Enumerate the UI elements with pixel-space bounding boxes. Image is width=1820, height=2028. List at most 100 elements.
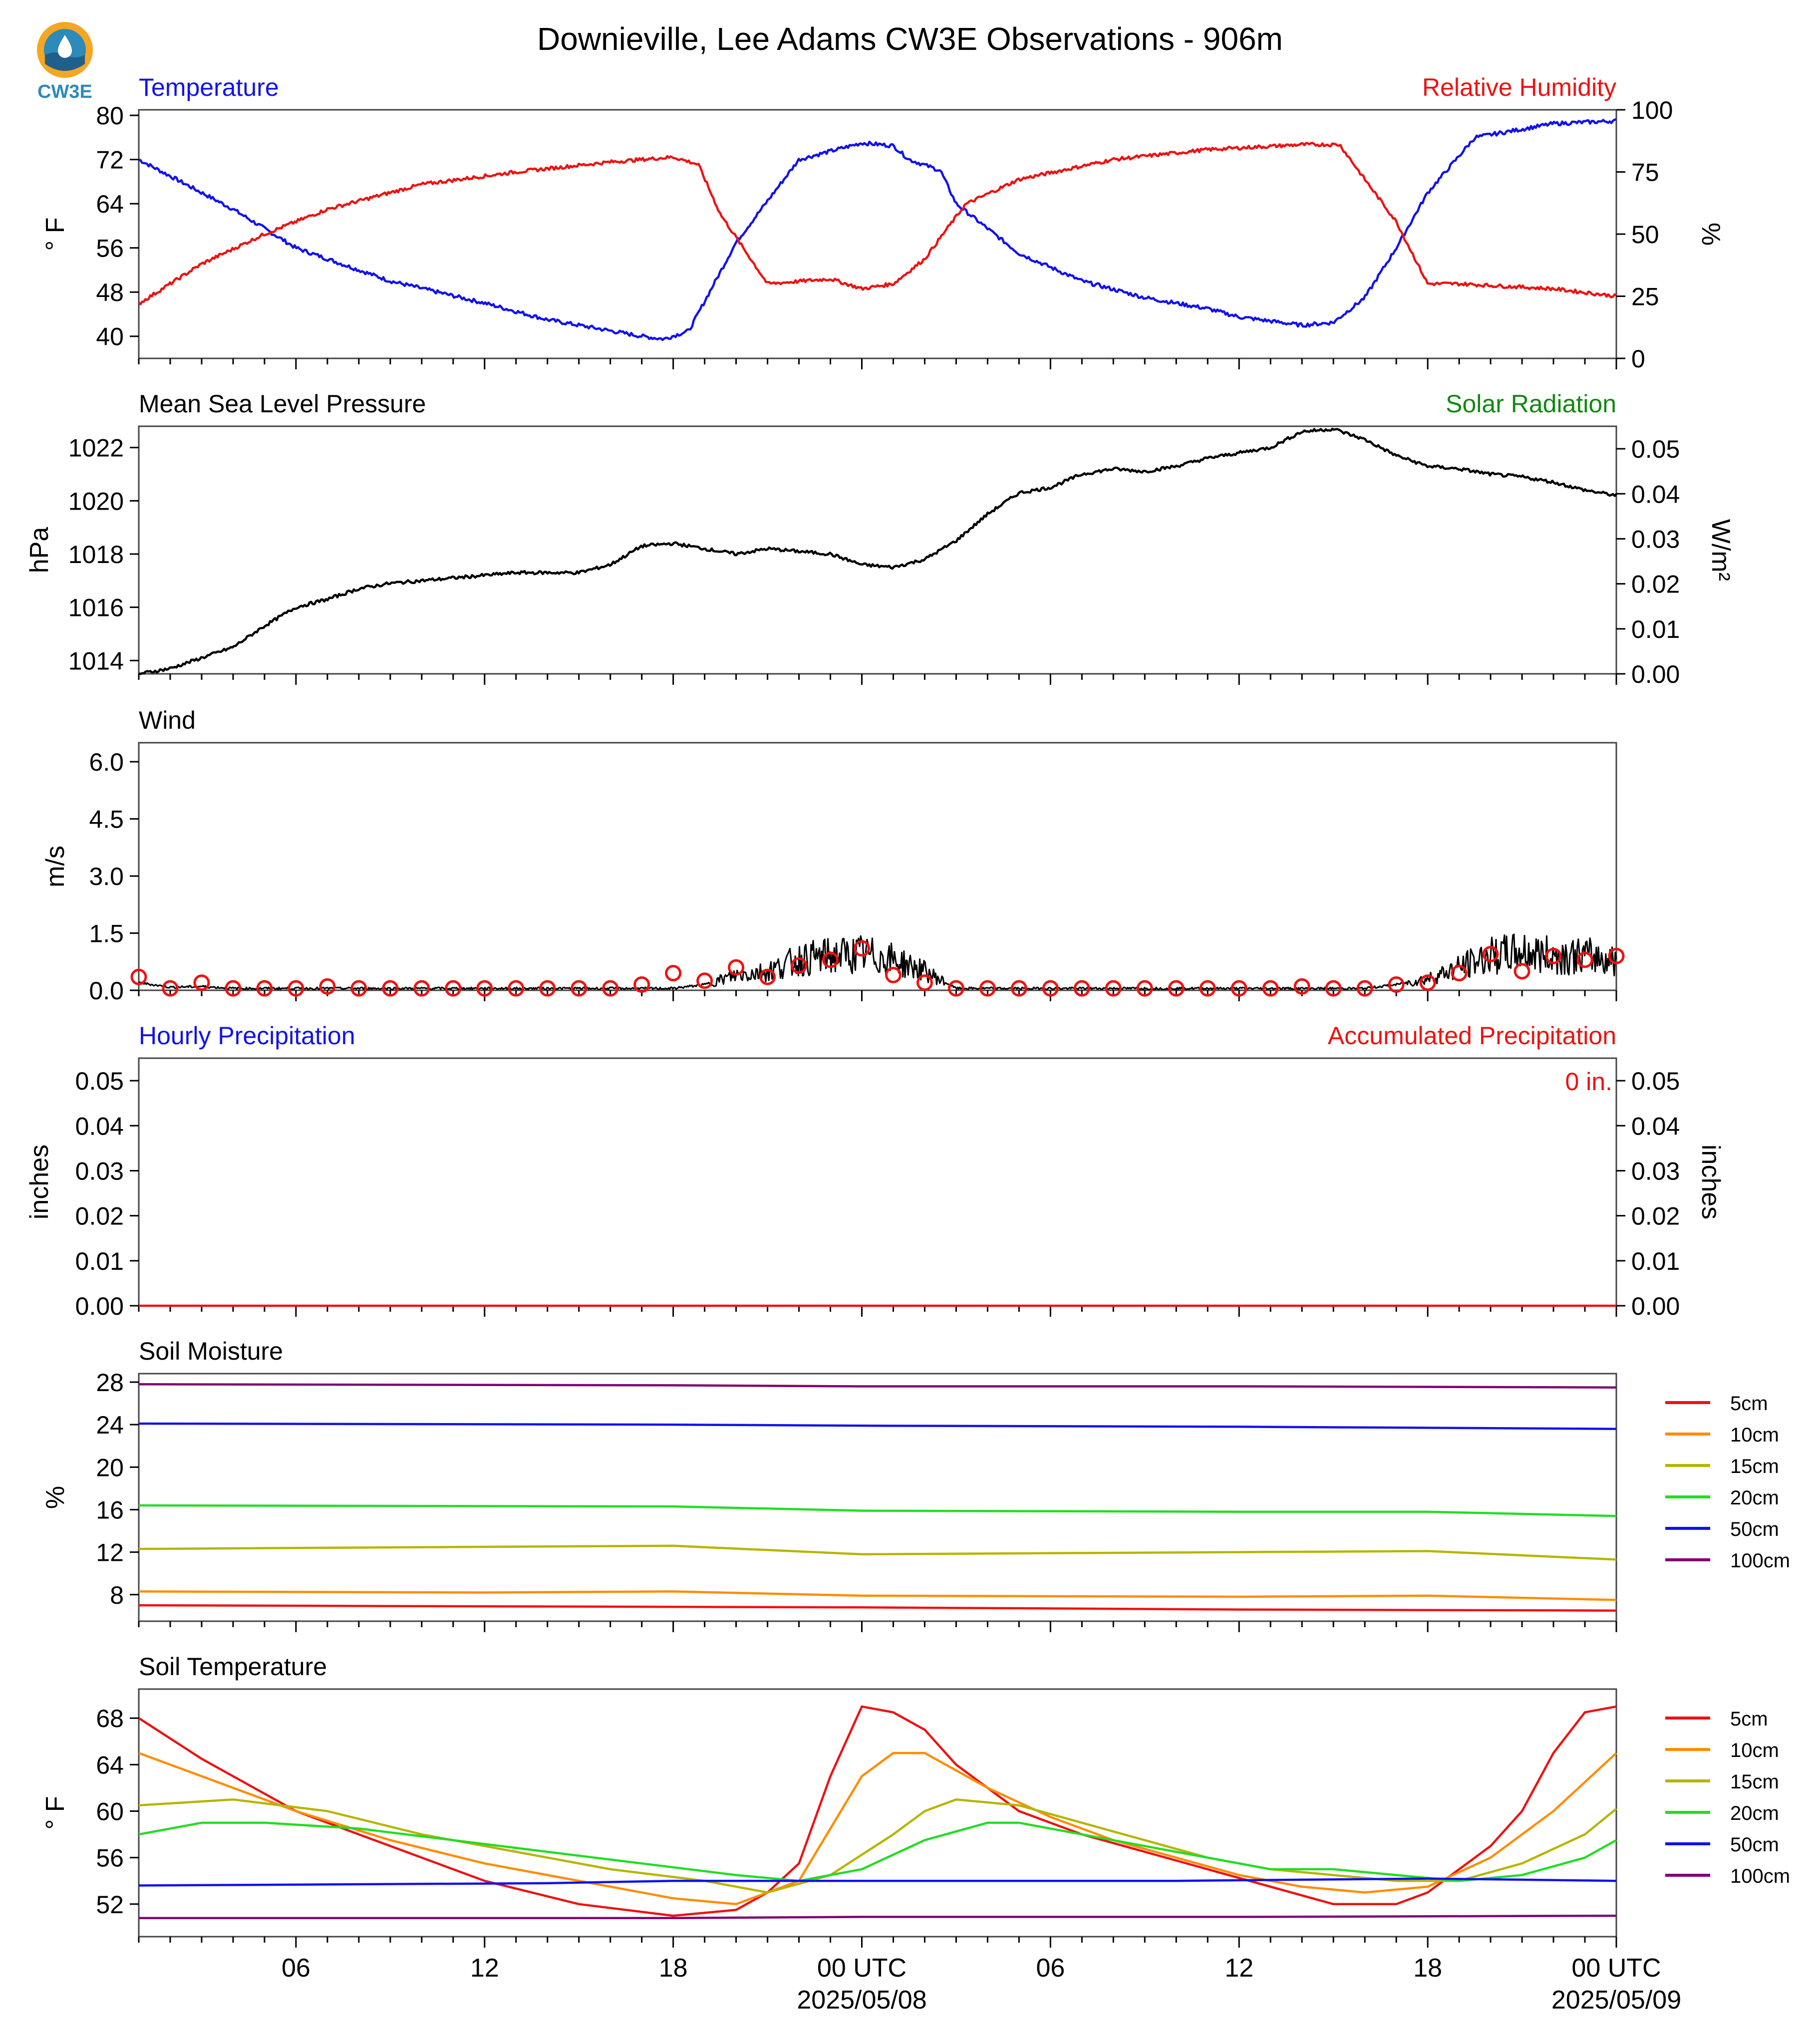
- gust-marker: [1388, 976, 1405, 993]
- y-tick-label: 56: [96, 235, 124, 263]
- y-right-axis-label: %: [1696, 223, 1725, 246]
- gust-marker: [193, 974, 210, 991]
- y-tick-label: 72: [96, 146, 124, 174]
- y-tick-label: 1018: [68, 541, 124, 569]
- gust-marker: [413, 980, 430, 997]
- panel-title-right: Solar Radiation: [1446, 390, 1616, 418]
- y-right-tick-label: 0.05: [1631, 1067, 1680, 1095]
- panel-title-left: Mean Sea Level Pressure: [139, 390, 426, 418]
- y-tick-label: 0.0: [89, 977, 124, 1005]
- gust-marker: [445, 980, 462, 997]
- gust-marker: [1010, 980, 1027, 997]
- panel-title-left: Wind: [139, 706, 196, 734]
- series-line-soil_temp-4: [138, 1877, 1617, 1887]
- legend-label: 100cm: [1730, 1865, 1790, 1887]
- series-line-soil_moisture-5: [138, 1383, 1617, 1389]
- gust-marker: [1451, 965, 1468, 982]
- y-right-axis-label: inches: [1696, 1145, 1725, 1219]
- legend-label: 15cm: [1730, 1771, 1779, 1793]
- gust-marker: [476, 980, 493, 997]
- panel-title-right: Relative Humidity: [1422, 73, 1616, 101]
- gust-marker: [1230, 980, 1247, 997]
- panels-group: 40 48 56 64 72 80 0 25 50 75 100 Temperature Relativ…: [25, 73, 1790, 1948]
- y-right-tick-label: 0.02: [1631, 571, 1680, 598]
- y-right-tick-label: 0.03: [1631, 525, 1680, 553]
- gust-marker: [728, 959, 745, 976]
- gust-marker: [791, 957, 808, 974]
- gust-marker: [1419, 974, 1436, 991]
- panel-frame: [138, 425, 1617, 675]
- y-right-tick-label: 0.03: [1631, 1157, 1680, 1185]
- y-tick-label: 6.0: [89, 748, 124, 776]
- gust-marker: [225, 980, 242, 997]
- y-tick-label: 64: [96, 1751, 124, 1779]
- y-right-tick-label: 25: [1631, 283, 1659, 311]
- gust-marker: [539, 980, 556, 997]
- series-line-soil_moisture-1: [138, 1590, 1617, 1601]
- legend-label: 5cm: [1730, 1393, 1768, 1415]
- y-right-tick-label: 0.04: [1631, 1112, 1680, 1140]
- y-right-tick-label: 0.02: [1631, 1202, 1680, 1230]
- panel-frame: [138, 1373, 1617, 1622]
- gust-marker: [130, 968, 147, 985]
- x-tick-label: 12: [470, 1954, 499, 1983]
- x-tick-label: 18: [1413, 1954, 1442, 1983]
- y-tick-label: 40: [96, 323, 124, 351]
- panel-title-right: Accumulated Precipitation: [1328, 1022, 1616, 1050]
- gust-marker: [979, 980, 996, 997]
- panel-title-left: Hourly Precipitation: [139, 1022, 355, 1050]
- gust-marker: [1042, 980, 1059, 997]
- gust-marker: [1073, 980, 1090, 997]
- x-date-label: 2025/05/09: [1551, 1986, 1681, 2015]
- gust-marker: [633, 976, 650, 993]
- y-tick-label: 0.02: [75, 1202, 124, 1230]
- panel-temp_rh: 40 48 56 64 72 80 0 25 50 75 100 Temperature Relativ…: [41, 73, 1725, 373]
- y-tick-label: 0.00: [75, 1292, 124, 1320]
- y-tick-label: 52: [96, 1891, 124, 1919]
- series-line-pressure-0: [138, 427, 1617, 675]
- y-tick-label: 4.5: [89, 806, 124, 834]
- panel-frame: [138, 1057, 1617, 1307]
- legend-label: 10cm: [1730, 1424, 1779, 1446]
- y-tick-label: 56: [96, 1844, 124, 1872]
- x-tick-label: 00 UTC: [817, 1954, 907, 1983]
- panel-title-left: Temperature: [139, 73, 279, 101]
- x-tick-label: 06: [282, 1954, 310, 1983]
- series-line-soil_moisture-2: [138, 1544, 1617, 1561]
- panel-soil_moisture: 8 12 16 20 24 28 Soil Moisture% 5cm 10cm 15cm 20cm…: [41, 1337, 1790, 1632]
- gust-marker: [1105, 980, 1122, 997]
- y-right-tick-label: 0.00: [1631, 1292, 1680, 1320]
- gust-marker: [508, 980, 525, 997]
- y-right-tick-label: 0.05: [1631, 435, 1680, 463]
- gust-marker: [854, 940, 871, 957]
- y-tick-label: 0.03: [75, 1157, 124, 1185]
- legend-label: 20cm: [1730, 1487, 1779, 1509]
- y-tick-label: 0.04: [75, 1112, 124, 1140]
- x-tick-label: 00 UTC: [1571, 1954, 1661, 1983]
- y-tick-label: 1022: [68, 434, 124, 462]
- cw3e-logo: CW3E: [37, 22, 93, 102]
- gust-marker: [1514, 963, 1530, 980]
- y-tick-label: 0.05: [75, 1067, 124, 1095]
- y-right-axis-label: W/m²: [1706, 519, 1735, 581]
- legend-label: 50cm: [1730, 1518, 1779, 1540]
- legend-label: 50cm: [1730, 1834, 1779, 1856]
- y-tick-label: 1016: [68, 594, 124, 622]
- y-tick-label: 16: [96, 1496, 124, 1524]
- gust-marker: [1262, 980, 1279, 997]
- panel-wind: 0.0 1.5 3.0 4.5 6.0 Wind m/s: [41, 706, 1625, 1005]
- y-tick-label: 1020: [68, 487, 124, 515]
- series-line-soil_temp-2: [138, 1798, 1617, 1894]
- y-axis-label: ° F: [41, 1796, 70, 1829]
- legend-label: 100cm: [1730, 1550, 1790, 1572]
- y-right-tick-label: 0.01: [1631, 615, 1680, 643]
- y-tick-label: 48: [96, 279, 124, 306]
- y-tick-label: 80: [96, 102, 124, 130]
- gust-marker: [1356, 980, 1373, 997]
- series-line-soil_moisture-4: [138, 1422, 1617, 1430]
- panel-title-left: Soil Moisture: [139, 1337, 283, 1365]
- y-right-tick-label: 0.00: [1631, 660, 1680, 688]
- y-axis-label: m/s: [41, 846, 70, 887]
- y-tick-label: 28: [96, 1369, 124, 1397]
- gust-marker: [1136, 980, 1153, 997]
